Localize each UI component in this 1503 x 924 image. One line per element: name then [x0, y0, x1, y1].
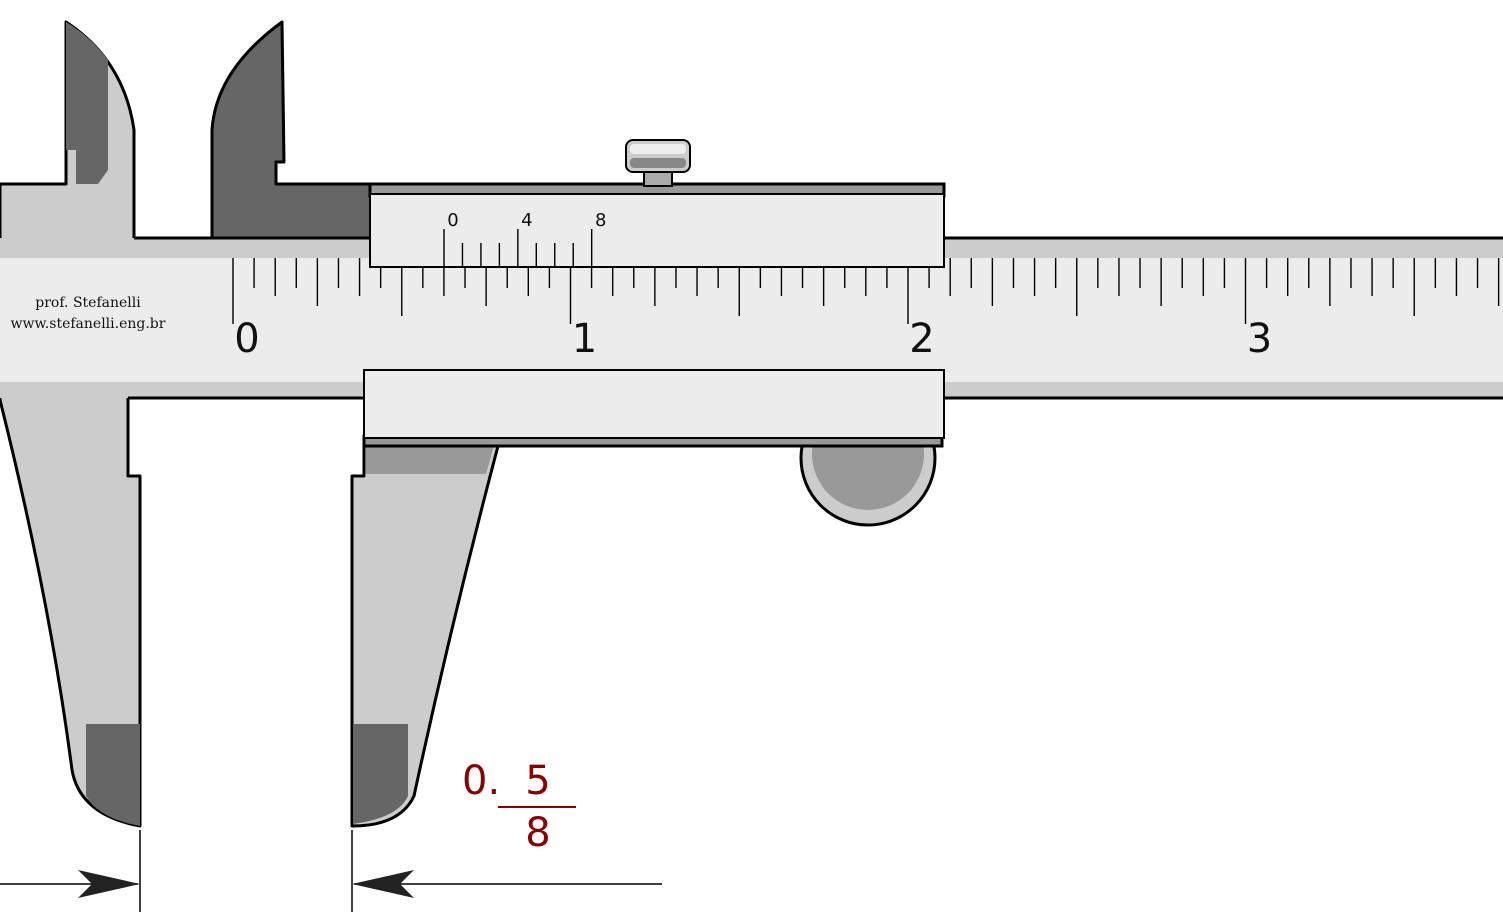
main-scale-label: 2	[909, 316, 934, 362]
vernier-label: 4	[521, 210, 532, 231]
vernier-scale-ticks	[443, 229, 593, 267]
main-scale-label: 3	[1247, 316, 1272, 362]
vernier-label: 8	[595, 210, 606, 231]
reading-numerator: 5	[525, 758, 550, 804]
main-scale-labels: 0 1 2 3	[234, 316, 1272, 362]
vernier-plate	[369, 193, 945, 268]
vernier-label: 0	[447, 210, 458, 231]
main-scale-label: 0	[234, 316, 259, 362]
sliding-upper-jaw	[210, 20, 374, 240]
dimension-arrow-right	[352, 870, 414, 898]
credit-line-1: prof. Stefanelli	[35, 295, 141, 311]
main-scale-face	[0, 258, 1503, 382]
reading-denominator: 8	[525, 810, 550, 856]
sliding-lower-jaw-insert	[353, 724, 408, 824]
dimension-arrow-left	[78, 870, 140, 898]
vernier-scale-labels: 0 4 8	[447, 210, 606, 231]
slider-bottom-plate	[363, 369, 945, 439]
credit-line-2: www.stefanelli.eng.br	[11, 316, 166, 332]
fixed-lower-jaw-insert	[86, 724, 140, 826]
fixed-lower-jaw	[0, 378, 1503, 828]
main-scale-label: 1	[572, 316, 597, 362]
fixed-upper-jaw-insert	[66, 22, 108, 184]
reading-whole-part: 0.	[462, 758, 500, 804]
